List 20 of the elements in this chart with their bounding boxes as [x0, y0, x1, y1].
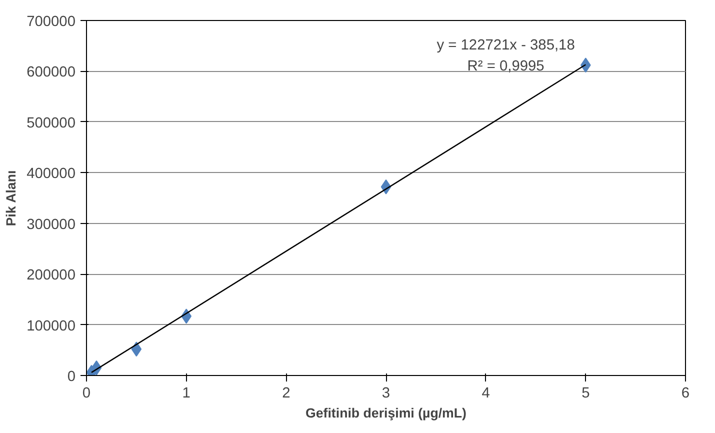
x-tick-label: 5	[582, 386, 590, 402]
x-tick-label: 2	[282, 386, 290, 402]
x-tick-label: 1	[182, 386, 190, 402]
y-tick-label: 100000	[26, 318, 76, 334]
y-tick-label: 300000	[26, 216, 76, 233]
x-tick-label: 0	[82, 386, 91, 402]
y-tick-label: 400000	[26, 166, 76, 182]
x-tick-label: 3	[382, 386, 390, 402]
y-tick-label: 0	[67, 369, 76, 385]
y-axis-title: Pik Alanı	[4, 170, 19, 226]
y-tick-label: 200000	[26, 268, 76, 284]
y-tick-label: 500000	[26, 115, 76, 132]
annotation: R² = 0,9995	[467, 58, 544, 75]
x-axis-title: Gefitinib derişimi (µg/mL)	[306, 406, 466, 420]
annotation: y = 122721x - 385,18	[436, 37, 575, 54]
y-tick-label: 600000	[26, 64, 76, 81]
x-tick-label: 4	[482, 386, 490, 402]
y-tick-label: 700000	[26, 14, 76, 30]
x-tick-label: 6	[681, 386, 690, 402]
point	[131, 342, 142, 357]
